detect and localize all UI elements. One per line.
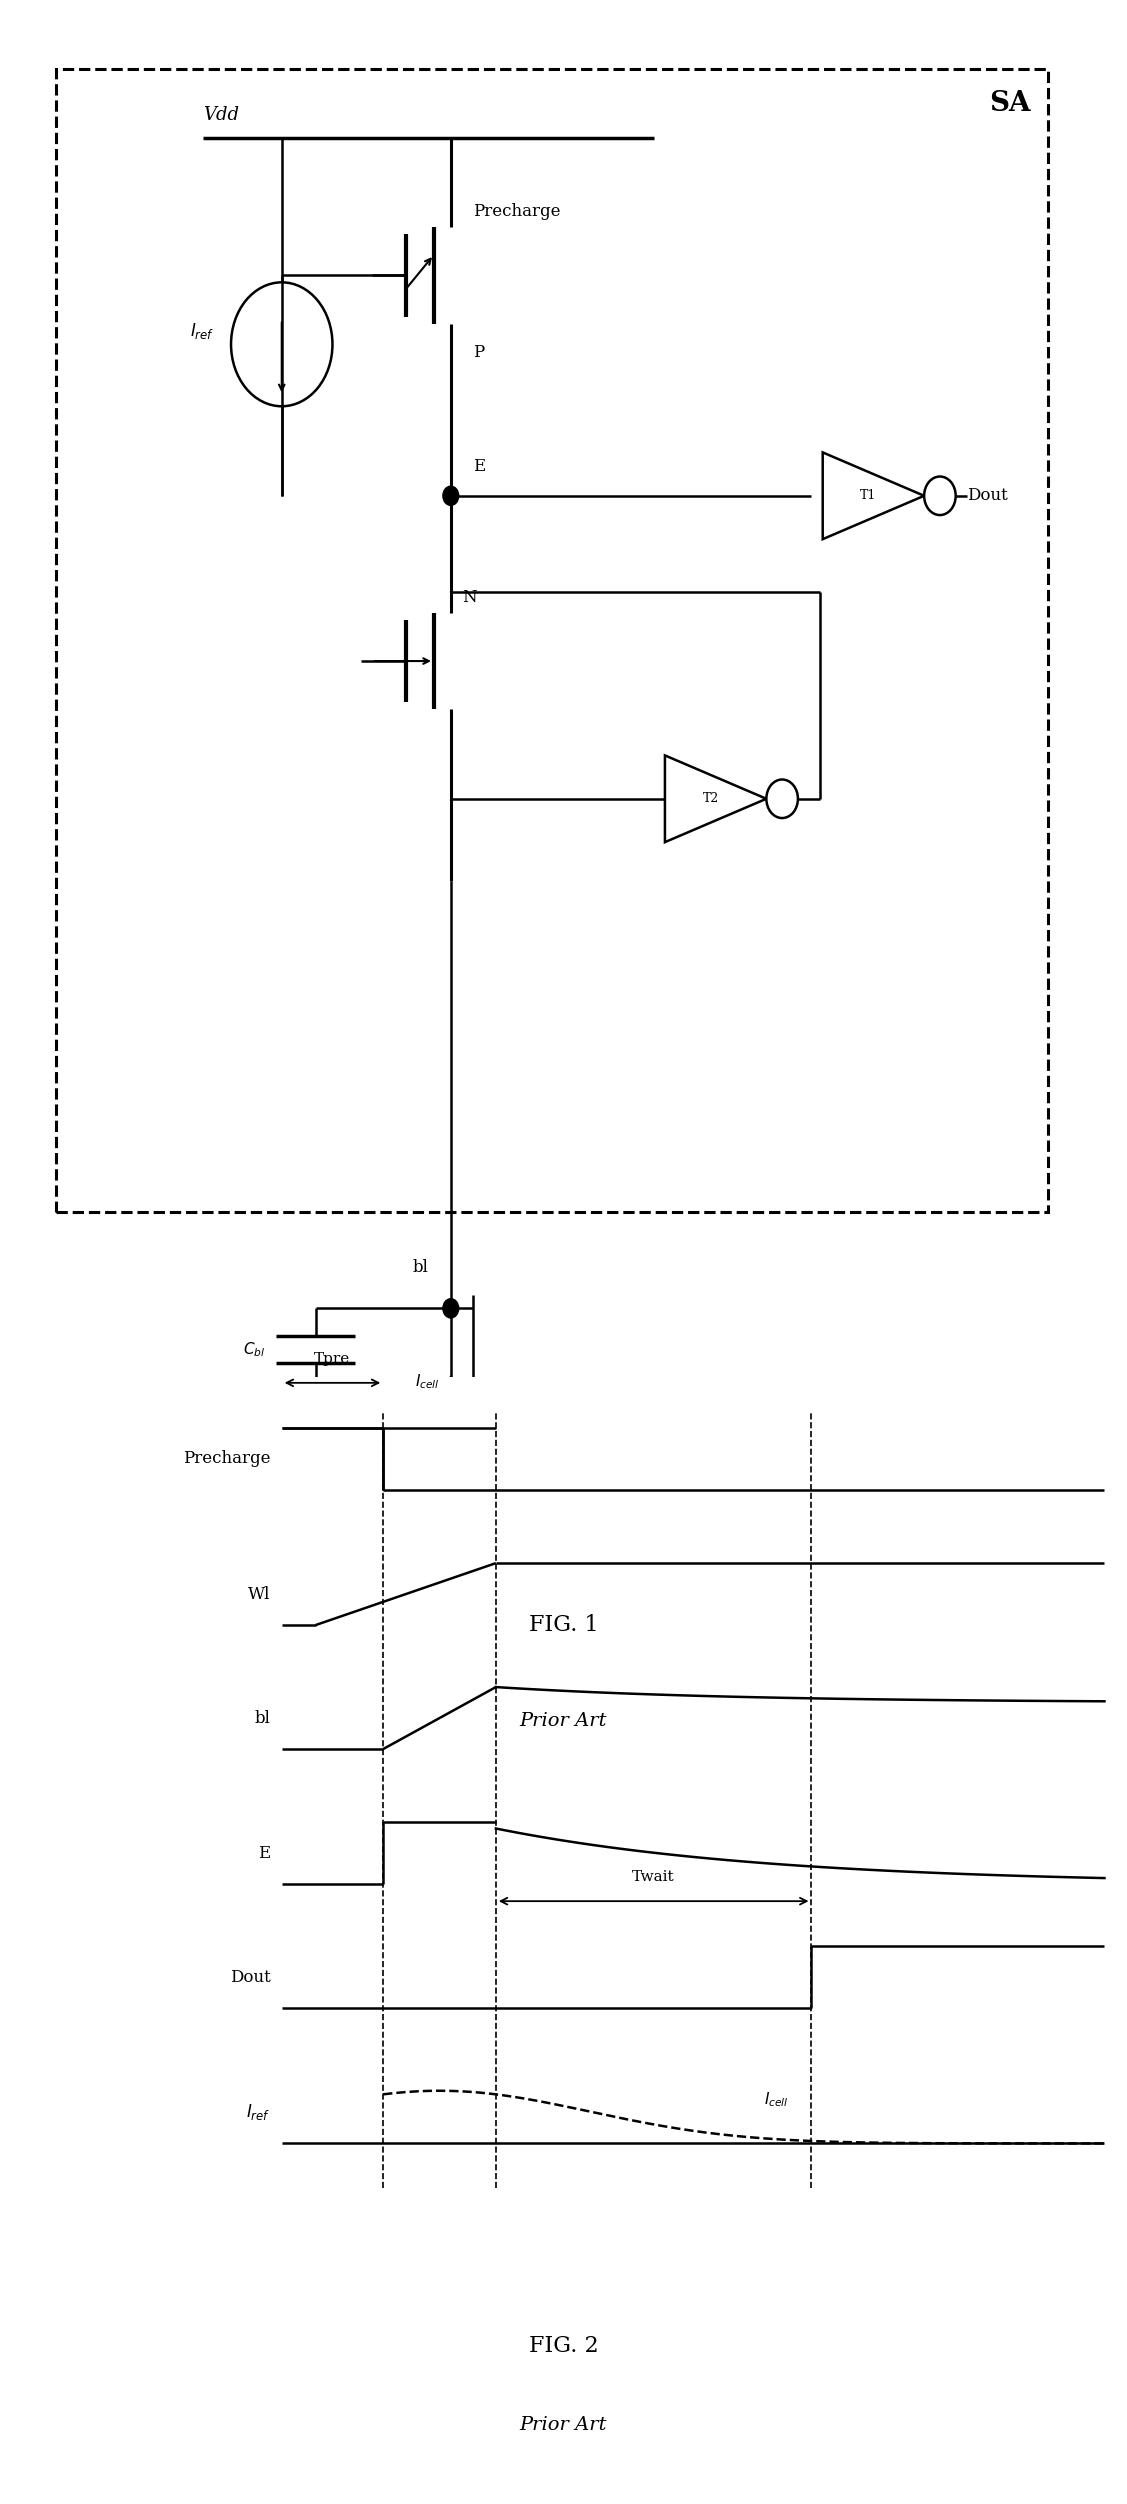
Circle shape [443,1300,459,1317]
Text: Prior Art: Prior Art [520,1713,607,1730]
Text: FIG. 1: FIG. 1 [529,1615,598,1635]
Text: Prior Art: Prior Art [520,2416,607,2434]
Text: E: E [258,1845,270,1863]
Text: Precharge: Precharge [183,1450,270,1467]
Text: T2: T2 [702,791,719,806]
Text: bl: bl [412,1260,428,1275]
Text: Dout: Dout [230,1968,270,1986]
Text: P: P [473,346,485,361]
Text: $I_{cell}$: $I_{cell}$ [415,1372,440,1392]
Text: E: E [473,458,486,476]
Text: Vdd: Vdd [203,105,239,125]
Text: Dout: Dout [967,488,1008,503]
Text: T1: T1 [860,488,877,503]
Text: Wl: Wl [248,1585,270,1603]
Text: SA: SA [990,90,1031,118]
Circle shape [443,486,459,506]
Text: Tpre: Tpre [314,1352,350,1367]
Text: $I_{ref}$: $I_{ref}$ [246,2103,270,2123]
Text: $I_{cell}$: $I_{cell}$ [764,2091,789,2108]
Text: N: N [462,588,477,606]
Text: Twait: Twait [632,1870,675,1886]
Text: $I_{ref}$: $I_{ref}$ [189,321,214,341]
Text: bl: bl [255,1710,270,1728]
Text: Precharge: Precharge [473,203,561,220]
Text: FIG. 2: FIG. 2 [529,2336,598,2356]
Text: $C_{bl}$: $C_{bl}$ [242,1340,265,1360]
